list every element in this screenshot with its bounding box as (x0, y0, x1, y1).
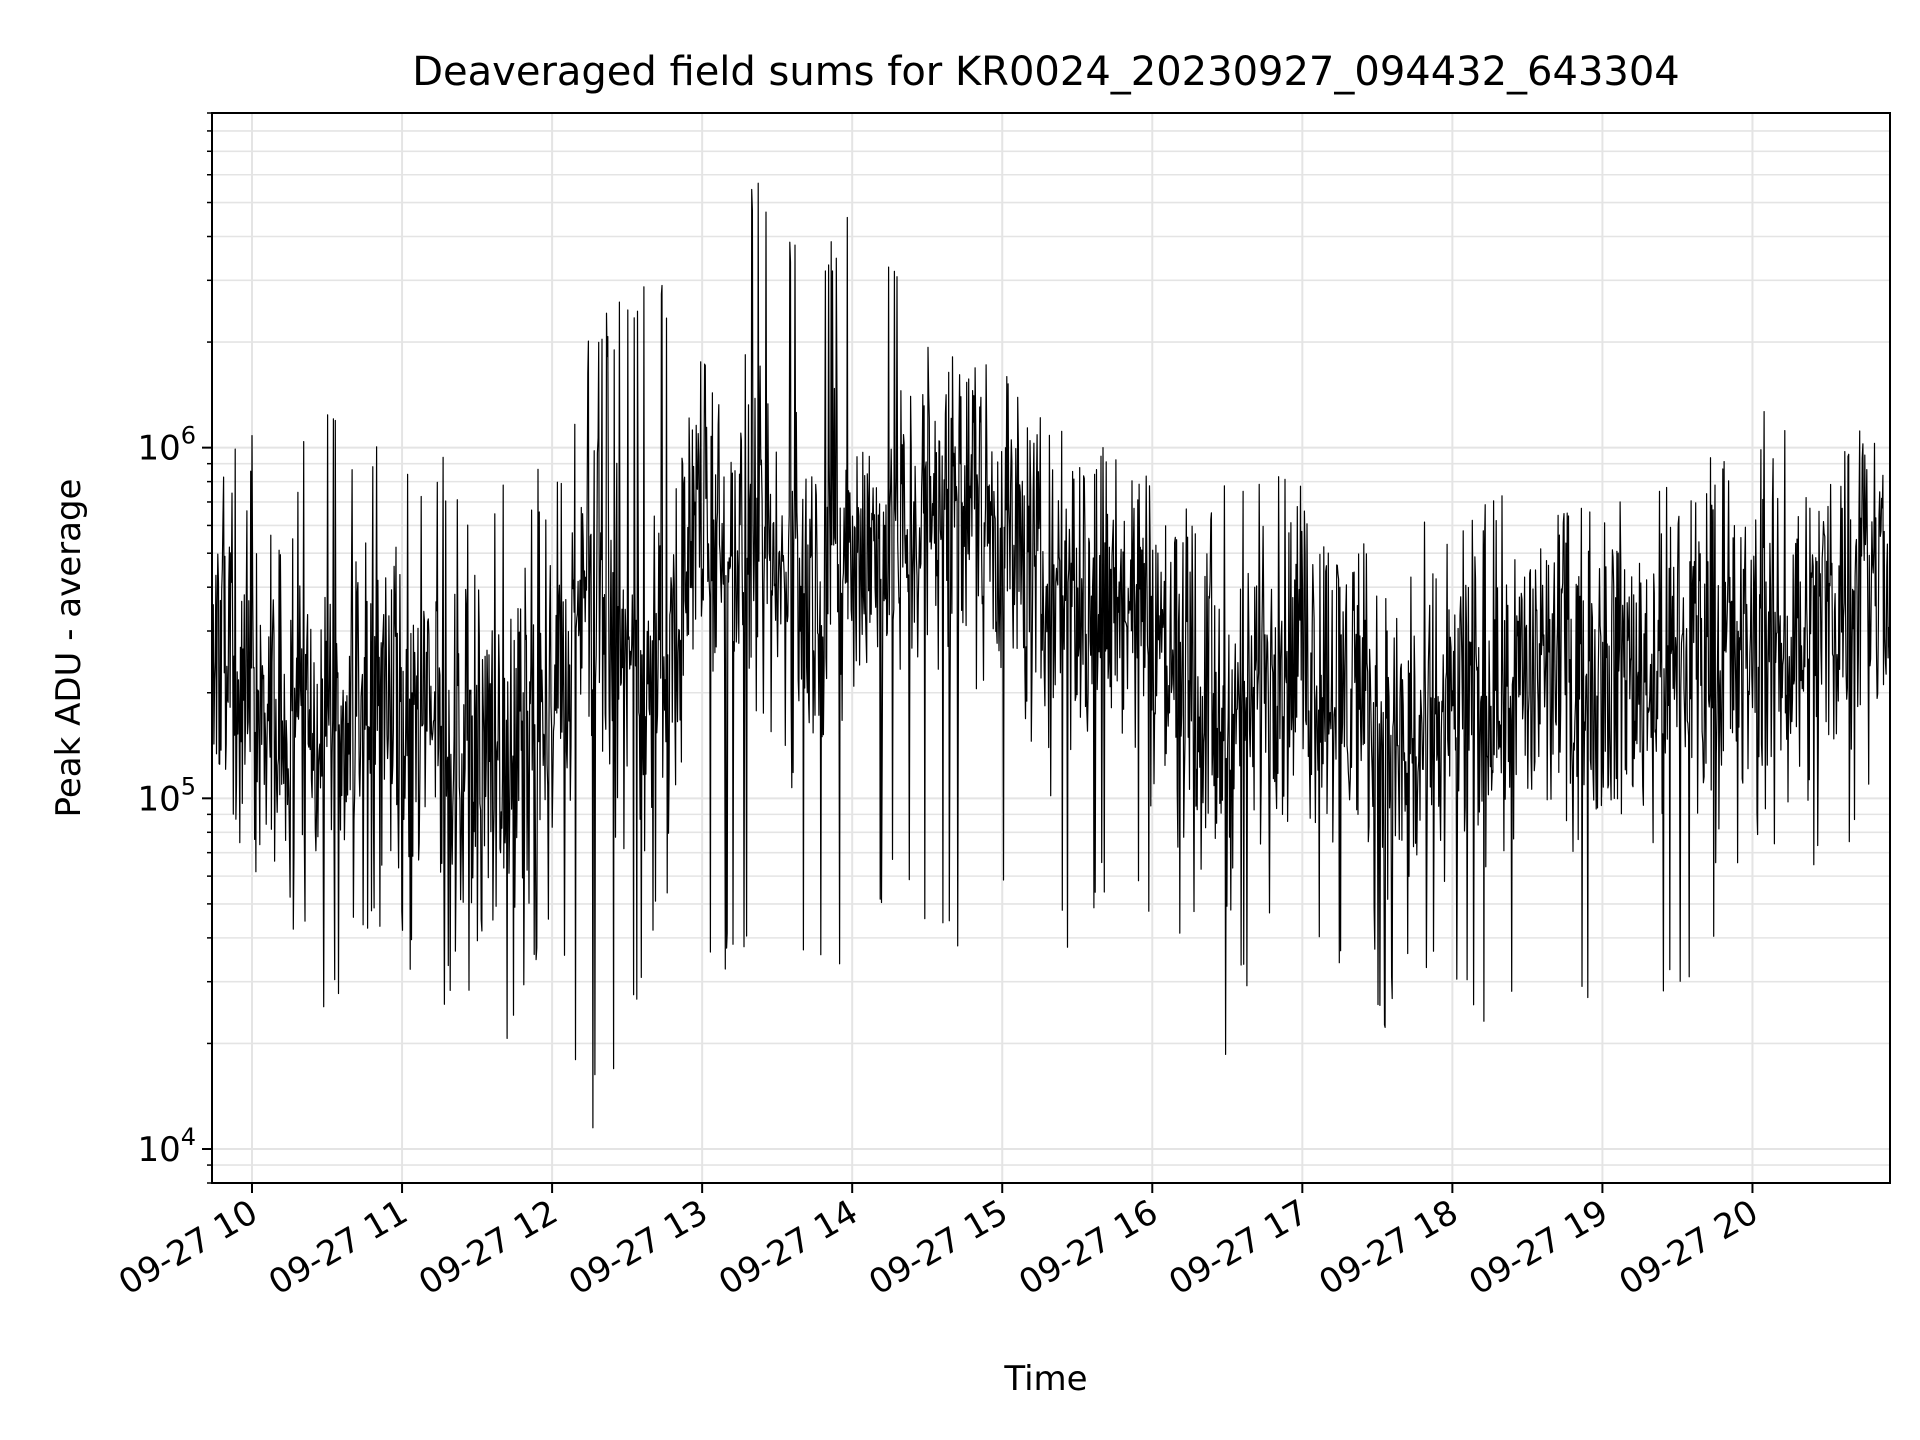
chart-title: Deaveraged field sums for KR0024_2023092… (412, 49, 1680, 95)
y-tick-label: 104 (137, 1123, 196, 1170)
y-tick-label: 105 (137, 772, 196, 819)
series-line (211, 182, 1891, 1129)
plot-data (211, 182, 1891, 1129)
y-tick-label: 106 (137, 422, 196, 469)
x-axis-label: Time (1003, 1359, 1087, 1399)
plot-frame (211, 112, 1891, 1184)
y-axis-label: Peak ADU - average (49, 479, 89, 818)
grid (212, 112, 1890, 1184)
